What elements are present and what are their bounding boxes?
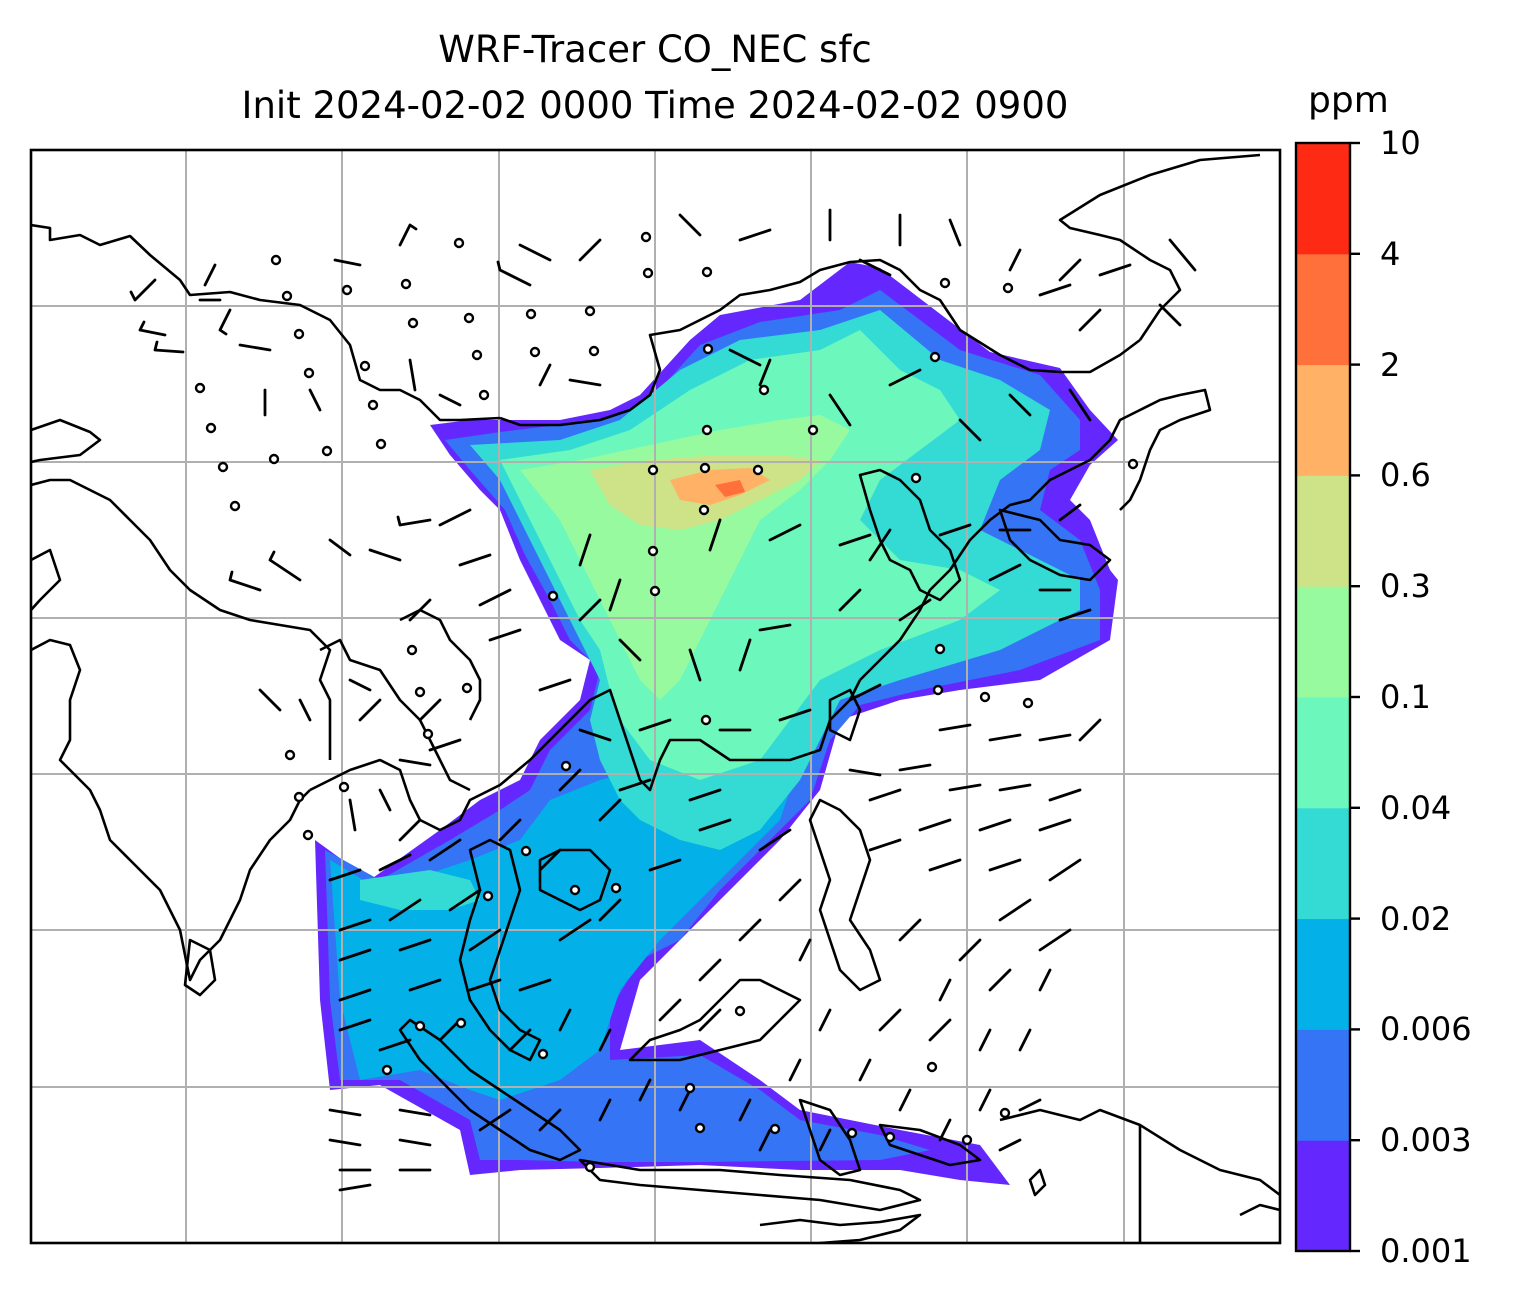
colorbar-tick-label: 0.003 [1380,1121,1472,1160]
colorbar-segment [1296,364,1350,476]
colorbar-tick-label: 0.6 [1380,456,1431,495]
coastlines-borders [31,153,1280,1243]
colorbar-segment [1296,475,1350,587]
colorbar-segment [1296,1029,1350,1141]
colorbar-segment [1296,697,1350,809]
colorbar-tick-label: 10 [1380,124,1421,162]
colorbar-tick-label: 0.02 [1380,899,1452,938]
colorbar-tick-label: 0.3 [1380,567,1431,606]
colorbar-tick-label: 0.04 [1380,788,1452,827]
colorbar-segment [1296,586,1350,698]
colorbar-tick-label: 2 [1380,345,1401,384]
calm-markers [194,231,1139,1173]
colorbar-segment [1296,918,1350,1030]
plot-title-line1: WRF-Tracer CO_NEC sfc [438,28,872,71]
colorbar-segment [1296,143,1350,255]
gridlines [31,150,1280,1243]
colorbar-unit: ppm [1308,80,1389,121]
colorbar-segment [1296,807,1350,920]
colorbar-segment [1296,253,1350,366]
colorbar [1294,141,1360,1253]
colorbar-tick-label: 0.001 [1380,1232,1472,1270]
map-area [31,150,1280,1243]
colorbar-tick-label: 4 [1380,234,1401,273]
colorbar-tick-label: 0.1 [1380,678,1431,716]
plot-title-line2: Init 2024-02-02 0000 Time 2024-02-02 090… [241,84,1069,127]
concentration-field [315,262,1118,1185]
colorbar-segment [1296,1140,1350,1252]
colorbar-tick-label: 0.006 [1380,1010,1472,1049]
map-frame [29,148,1282,1245]
wind-barbs [129,208,1197,1192]
